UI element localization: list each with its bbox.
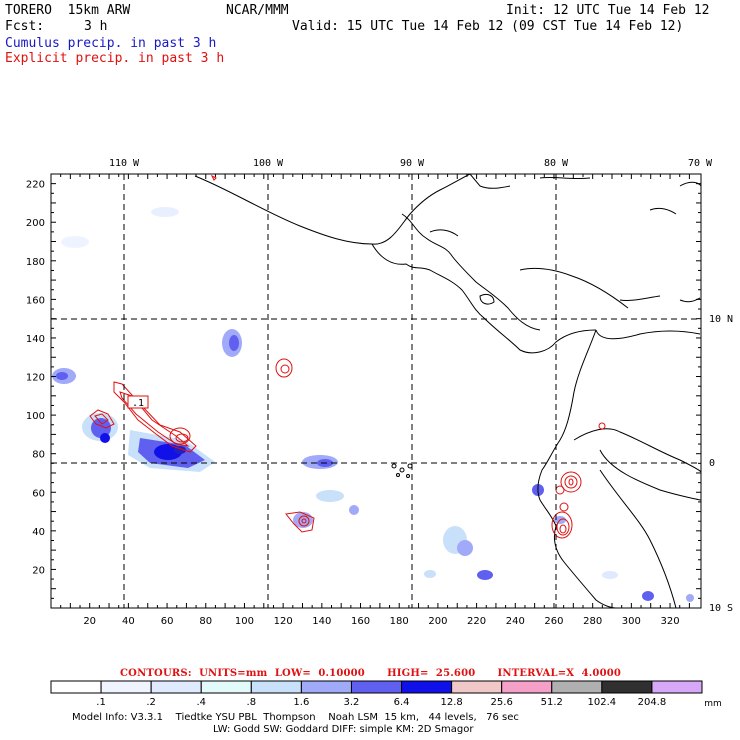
explicit-precip-contours: [89, 174, 606, 539]
x-tick-label: 300: [622, 616, 641, 627]
legend-cumulus: Cumulus precip. in past 3 h: [5, 36, 217, 51]
y-tick-label: 160: [26, 295, 45, 306]
contours-high: HIGH= 25.600: [387, 668, 476, 679]
x-tick-label: 280: [583, 616, 602, 627]
y-tick-label: 200: [26, 218, 45, 229]
x-tick-label: 60: [161, 616, 174, 627]
contours-interval: INTERVAL=X 4.0000: [497, 668, 622, 679]
x-tick-label: 200: [428, 616, 447, 627]
contours-units: UNITS=mm: [199, 668, 268, 679]
x-tick-label: 40: [122, 616, 135, 627]
lon-label-80w: 80 W: [544, 158, 569, 169]
x-tick-label: 140: [312, 616, 331, 627]
model-info-line1: Model Info: V3.3.1 Tiedtke YSU PBL Thomp…: [72, 712, 519, 723]
init-time: Init: 12 UTC Tue 14 Feb 12: [506, 3, 710, 18]
y-tick-label: 220: [26, 180, 45, 191]
x-tick-label: 260: [544, 616, 563, 627]
x-tick-label: 20: [83, 616, 96, 627]
x-tick-label: 240: [506, 616, 525, 627]
lon-label-100w: 100 W: [253, 158, 284, 169]
lon-label-110w: 110 W: [109, 158, 140, 169]
x-tick-label: 180: [390, 616, 409, 627]
organization-label: NCAR/MMM: [226, 3, 289, 18]
forecast-hours: 3 h: [84, 19, 108, 34]
axis-ticks: [50, 173, 701, 609]
lat-label-10s: 10 S: [709, 603, 733, 614]
valid-time: Valid: 15 UTC Tue 14 Feb 12 (09 CST Tue …: [292, 19, 684, 34]
contours-low: LOW= 0.10000: [274, 668, 365, 679]
y-tick-label: 40: [32, 527, 45, 538]
lon-label-70w: 70 W: [688, 158, 713, 169]
lon-label-90w: 90 W: [400, 158, 425, 169]
y-tick-label: 180: [26, 257, 45, 268]
x-tick-label: 220: [467, 616, 486, 627]
contour-label-box: .1: [127, 395, 149, 409]
map-frame: [50, 173, 702, 609]
forecast-label: Fcst:: [5, 19, 45, 34]
contours-label: CONTOURS:: [120, 668, 192, 679]
y-tick-label: 100: [26, 411, 45, 422]
model-info-line2: LW: Godd SW: Goddard DIFF: simple KM: 2D…: [213, 724, 474, 735]
y-tick-label: 80: [32, 450, 45, 461]
y-tick-label: 120: [26, 373, 45, 384]
cumulus-precip-field: [52, 207, 694, 602]
model-title: TORERO 15km ARW: [5, 3, 131, 18]
y-tick-label: 140: [26, 334, 45, 345]
x-tick-label: 100: [235, 616, 254, 627]
contours-info: CONTOURS: UNITS=mm LOW= 0.10000 HIGH= 25…: [120, 669, 621, 679]
lat-label-10n: 10 N: [709, 314, 733, 325]
lat-label-0: 0: [709, 458, 715, 469]
y-tick-label: 60: [32, 488, 45, 499]
x-tick-label: 160: [351, 616, 370, 627]
lat-lon-grid: [51, 174, 701, 608]
x-tick-label: 80: [199, 616, 212, 627]
x-tick-label: 120: [274, 616, 293, 627]
y-tick-label: 20: [32, 565, 45, 576]
x-tick-label: 320: [661, 616, 680, 627]
contour-label: .1: [132, 398, 144, 409]
legend-explicit: Explicit precip. in past 3 h: [5, 51, 225, 66]
